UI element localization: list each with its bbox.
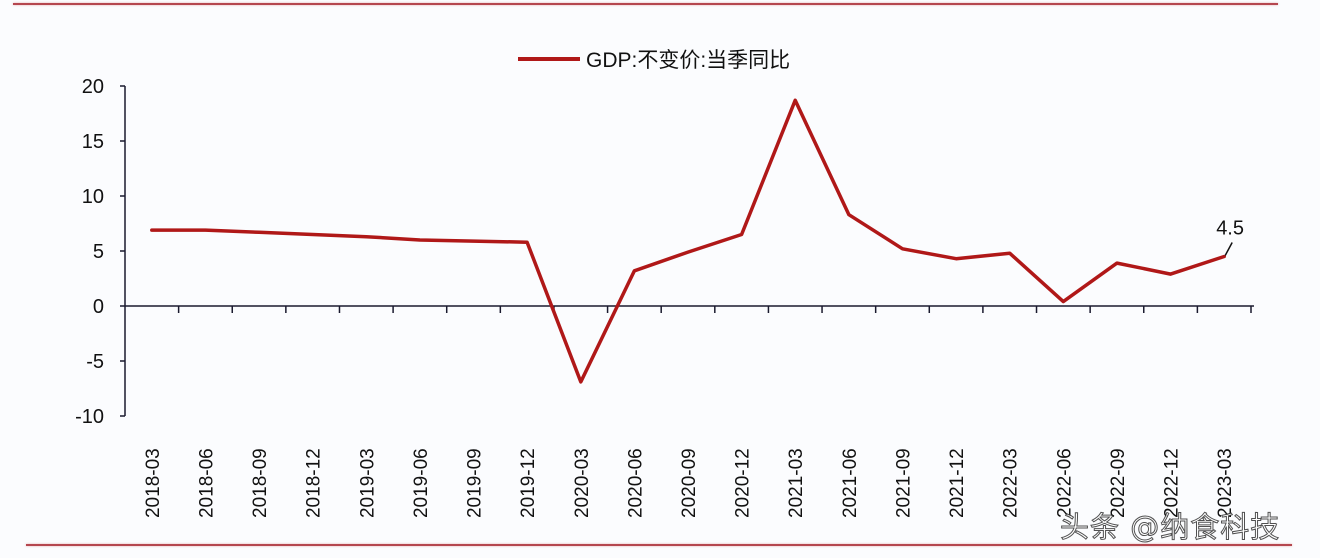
x-tick-label: 2020-03	[572, 448, 593, 518]
y-tick-label: 5	[93, 241, 104, 263]
x-tick-label: 2022-09	[1108, 448, 1129, 518]
top-rule	[13, 3, 1278, 5]
y-tick-label: 20	[82, 76, 104, 98]
x-tick-label: 2022-06	[1054, 448, 1075, 518]
watermark: 头条 @纳食科技	[1059, 510, 1281, 545]
x-tick-label: 2018-03	[143, 448, 164, 518]
y-tick-label: -5	[86, 351, 104, 373]
x-tick-label: 2021-06	[840, 448, 861, 518]
x-tick-label: 2018-06	[196, 448, 217, 518]
x-tick-label: 2023-03	[1215, 448, 1236, 518]
annotation-leader-line	[1224, 242, 1233, 256]
x-axis	[125, 305, 1254, 313]
x-tick-label: 2022-12	[1162, 448, 1183, 518]
x-tick-label: 2020-06	[625, 448, 646, 518]
legend: GDP:不变价:当季同比	[518, 49, 790, 72]
y-axis: 20 15 10 5 0 -5 -10	[75, 76, 126, 428]
x-tick-label: 2021-12	[947, 448, 968, 518]
x-tick-label: 2019-06	[411, 448, 432, 518]
x-tick-label: 2019-09	[465, 448, 486, 518]
gdp-series-line	[150, 98, 1226, 384]
x-tick-label: 2022-03	[1001, 448, 1022, 518]
y-tick-label: 10	[82, 186, 104, 208]
x-tick-label: 2021-09	[893, 448, 914, 518]
x-tick-label: 2020-09	[679, 448, 700, 518]
x-tick-label: 2019-12	[518, 448, 539, 518]
legend-label: GDP:不变价:当季同比	[586, 49, 790, 72]
annotation-label: 4.5	[1216, 218, 1244, 240]
x-tick-label: 2018-09	[250, 448, 271, 518]
x-axis-labels: 2018-03 2018-06 2018-09 2018-12 2019-03 2019-…	[143, 448, 1236, 518]
x-tick-label: 2018-12	[304, 448, 325, 518]
y-tick-label: 15	[82, 131, 104, 153]
value-annotation: 4.5	[1216, 218, 1244, 256]
y-tick-label: 0	[93, 296, 104, 318]
x-tick-label: 2021-03	[786, 448, 807, 518]
x-tick-label: 2020-12	[733, 448, 754, 518]
bottom-rule	[26, 544, 1292, 546]
x-tick-label: 2019-03	[357, 448, 378, 518]
y-tick-label: -10	[75, 406, 104, 428]
